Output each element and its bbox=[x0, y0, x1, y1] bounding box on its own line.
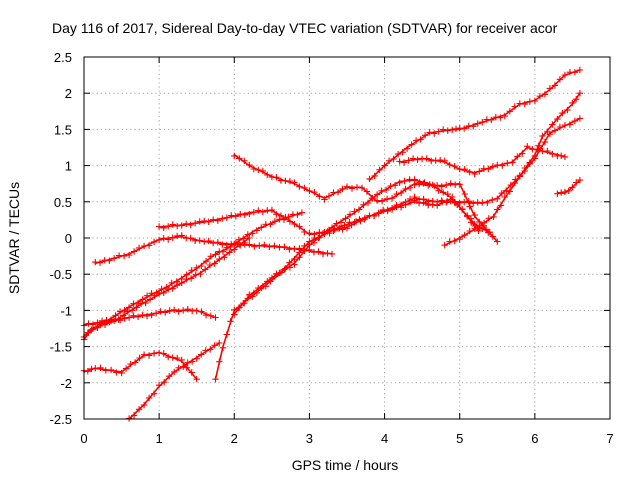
series-markers bbox=[396, 143, 569, 178]
series-arc-05 bbox=[80, 209, 306, 341]
series-markers bbox=[125, 339, 223, 422]
y-tick-label: -1 bbox=[60, 303, 72, 318]
y-tick-label: 1 bbox=[65, 159, 72, 174]
chart-title: Day 116 of 2017, Sidereal Day-to-day VTE… bbox=[52, 20, 558, 36]
y-tick-label: -0.5 bbox=[50, 267, 72, 282]
x-tick-label: 0 bbox=[80, 431, 87, 446]
series-markers bbox=[441, 90, 584, 249]
y-tick-label: -2 bbox=[60, 376, 72, 391]
y-tick-label: 0 bbox=[65, 231, 72, 246]
y-tick-label: 2.5 bbox=[54, 50, 72, 65]
x-tick-label: 3 bbox=[306, 431, 313, 446]
y-tick-label: 2 bbox=[65, 86, 72, 101]
y-tick-label: -1.5 bbox=[50, 340, 72, 355]
y-tick-label: 1.5 bbox=[54, 122, 72, 137]
series-arc-10 bbox=[231, 152, 501, 245]
x-tick-label: 5 bbox=[456, 431, 463, 446]
series-arc-09 bbox=[231, 176, 493, 318]
ticks: 0 1 2 3 4 5 6 7 -2.5 -2 -1.5 -1 -0.5 0 0.5 1 1.5 2 2.5 bbox=[50, 50, 614, 446]
x-tick-label: 1 bbox=[156, 431, 163, 446]
series-arc-13 bbox=[441, 90, 584, 249]
y-tick-label: 0.5 bbox=[54, 195, 72, 210]
series-markers bbox=[554, 176, 584, 197]
series-markers bbox=[92, 232, 336, 266]
x-tick-label: 2 bbox=[231, 431, 238, 446]
series-markers bbox=[366, 66, 584, 183]
series-markers bbox=[231, 176, 493, 318]
y-axis-title: SDTVAR / TECUs bbox=[6, 182, 22, 294]
x-tick-label: 7 bbox=[606, 431, 613, 446]
series-arc-11 bbox=[366, 66, 584, 183]
series-arc-02 bbox=[125, 339, 223, 422]
series-arc-12 bbox=[396, 143, 569, 178]
y-tick-label: -2.5 bbox=[50, 412, 72, 427]
series-arc-06 bbox=[92, 232, 336, 266]
x-axis-title: GPS time / hours bbox=[292, 457, 399, 473]
x-tick-label: 4 bbox=[381, 431, 388, 446]
x-tick-label: 6 bbox=[531, 431, 538, 446]
series-arc-14 bbox=[554, 176, 584, 197]
series-markers bbox=[231, 152, 501, 245]
